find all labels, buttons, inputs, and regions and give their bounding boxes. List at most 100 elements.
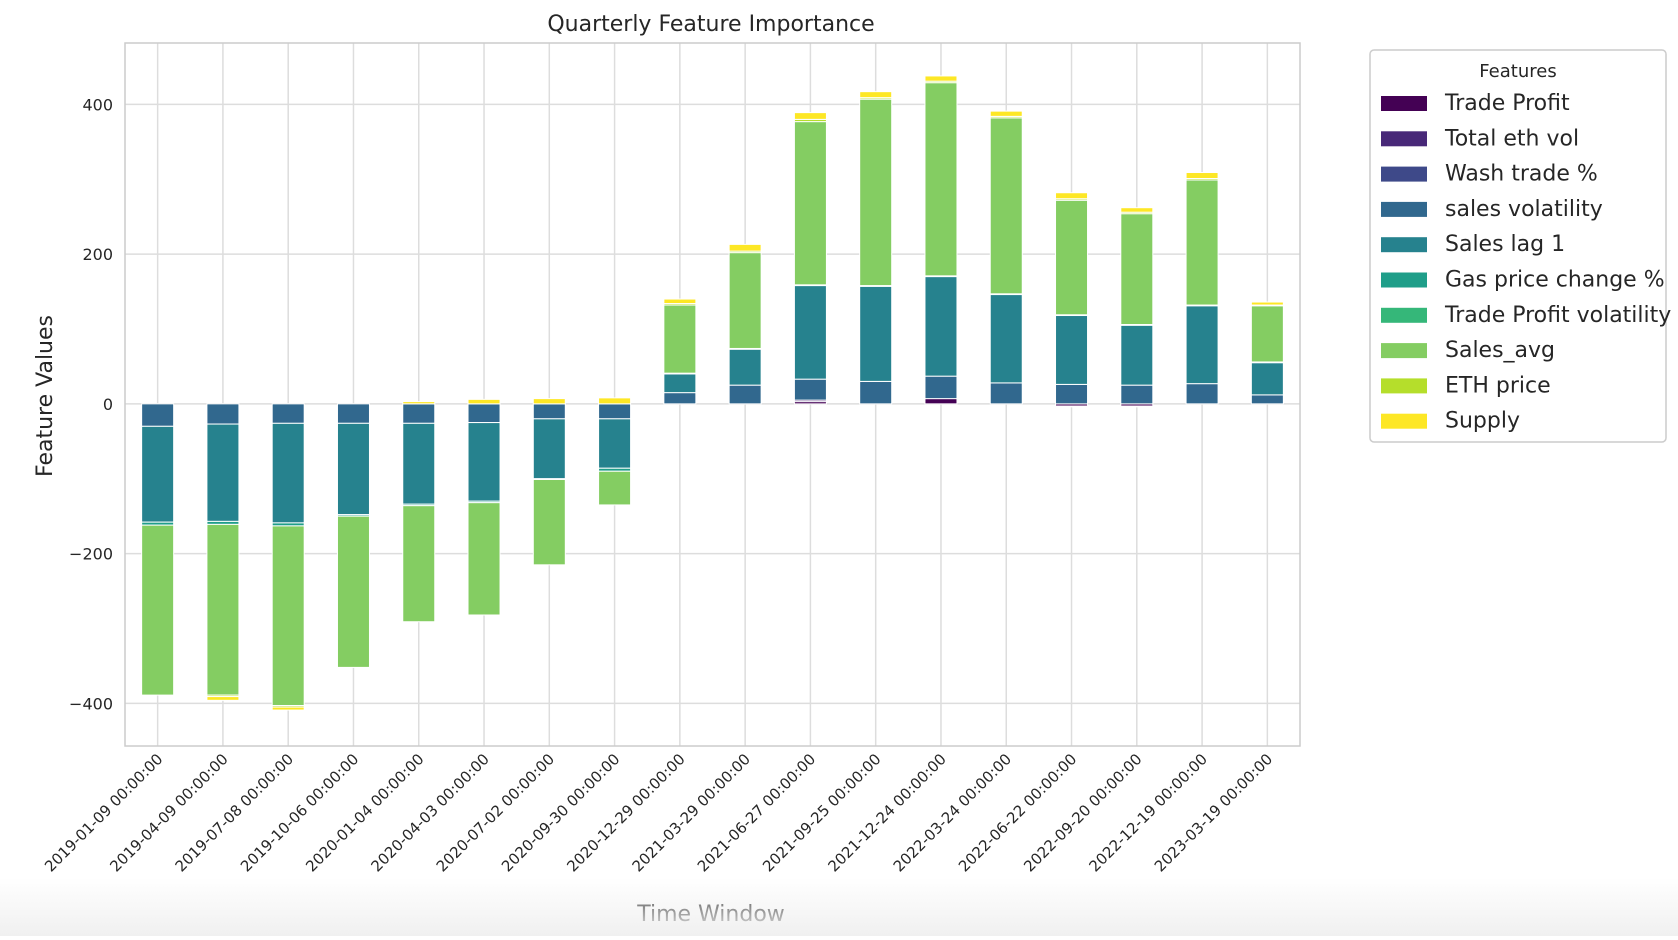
y-tick-label: 400 xyxy=(82,95,113,114)
bar-segment-supply xyxy=(1185,172,1219,180)
x-tick-label: 2021-06-27 00:00:00 xyxy=(694,750,819,875)
bar-segment-sales-lag-1 xyxy=(271,422,305,524)
bar-segment-sales-avg xyxy=(859,98,893,287)
bar-segment-sales-volatility xyxy=(859,380,893,405)
bar-segment-sales-volatility xyxy=(532,403,566,420)
legend-swatch-trade-profit-volatility xyxy=(1381,307,1427,323)
x-tick-label: 2020-09-30 00:00:00 xyxy=(498,750,623,875)
legend-swatch-wash-trade xyxy=(1381,166,1427,182)
x-tick-label: 2020-07-02 00:00:00 xyxy=(433,750,558,875)
x-tick-label: 2021-12-24 00:00:00 xyxy=(824,750,949,875)
bar-segment-sales-volatility xyxy=(598,403,632,420)
y-axis-label: Feature Values xyxy=(33,315,58,477)
bar-segment-sales-volatility xyxy=(141,403,175,427)
bar-segment-supply xyxy=(1120,207,1154,213)
bar-segment-sales-lag-1 xyxy=(989,294,1023,384)
bar-segment-sales-avg xyxy=(1250,305,1284,363)
legend-label-trade-profit-volatility: Trade Profit volatility xyxy=(1444,303,1671,328)
legend-swatch-trade-profit xyxy=(1381,96,1427,111)
bar-segment-supply xyxy=(271,706,305,711)
bar-segment-supply xyxy=(206,696,240,701)
bar-segment-sales-lag-1 xyxy=(402,422,436,505)
bar-segment-sales-lag-1 xyxy=(1055,315,1089,385)
bar-segment-supply xyxy=(1250,301,1284,306)
legend-label-eth-price: ETH price xyxy=(1445,373,1551,398)
bar-segment-sales-volatility xyxy=(1120,384,1154,405)
x-tick-label: 2022-06-22 00:00:00 xyxy=(955,750,1080,875)
x-tick-label: 2022-09-20 00:00:00 xyxy=(1020,750,1145,875)
x-tick-label: 2023-03-19 00:00:00 xyxy=(1151,750,1276,875)
legend-swatch-gas-price-change xyxy=(1381,272,1427,288)
bar-segment-sales-volatility xyxy=(467,403,501,424)
bar-segment-supply xyxy=(924,75,958,82)
legend-swatch-supply xyxy=(1381,413,1427,429)
x-tick-label: 2020-04-03 00:00:00 xyxy=(367,750,492,875)
x-tick-label: 2020-01-04 00:00:00 xyxy=(302,750,427,875)
bar-segment-sales-lag-1 xyxy=(206,423,240,522)
bar-segment-sales-avg xyxy=(989,117,1023,295)
bar-segment-sales-lag-1 xyxy=(336,422,370,516)
x-tick-label: 2019-04-09 00:00:00 xyxy=(106,750,231,875)
bar-segment-sales-volatility xyxy=(402,403,436,424)
legend-label-sales-lag-1: Sales lag 1 xyxy=(1445,232,1565,257)
x-tick-label: 2021-03-29 00:00:00 xyxy=(629,750,754,875)
bar-segment-sales-volatility xyxy=(924,375,958,400)
bar-segment-sales-avg xyxy=(141,524,175,696)
bars xyxy=(141,75,1284,711)
bar-segment-sales-lag-1 xyxy=(728,348,762,386)
bar-segment-supply xyxy=(467,398,501,405)
bar-segment-supply xyxy=(402,401,436,405)
bar-segment-supply xyxy=(793,112,827,120)
bar-segment-supply xyxy=(1055,192,1089,200)
bar-segment-sales-lag-1 xyxy=(1120,324,1154,386)
bar-segment-supply xyxy=(728,243,762,252)
bar-segment-sales-avg xyxy=(1185,179,1219,306)
x-tick-label: 2020-12-29 00:00:00 xyxy=(563,750,688,875)
bar-segment-total-eth-vol xyxy=(1055,405,1089,408)
legend: Features Trade Profit Total eth vol Wash t… xyxy=(1369,49,1671,443)
bar-segment-supply xyxy=(859,91,893,99)
bar-segment-sales-volatility xyxy=(663,392,697,405)
bar-segment-sales-avg xyxy=(402,505,436,623)
legend-label-supply: Supply xyxy=(1445,409,1520,434)
y-tick-label: 200 xyxy=(82,245,113,264)
bar-segment-sales-avg xyxy=(336,515,370,668)
x-tick-label: 2019-10-06 00:00:00 xyxy=(237,750,362,875)
legend-swatch-total-eth-vol xyxy=(1381,131,1427,147)
bar-segment-sales-volatility xyxy=(793,378,827,401)
legend-swatch-sales-lag-1 xyxy=(1381,237,1427,253)
bar-segment-sales-volatility xyxy=(271,403,305,424)
legend-items: Trade Profit Total eth vol Wash trade % sal… xyxy=(1381,91,1671,434)
bar-segment-sales-volatility xyxy=(989,382,1023,405)
bar-segment-sales-avg xyxy=(793,121,827,286)
bar-segment-sales-avg xyxy=(467,502,501,616)
bar-segment-sales-volatility xyxy=(1250,394,1284,405)
y-tick-label: 0 xyxy=(103,395,113,414)
bar-segment-sales-lag-1 xyxy=(598,418,632,469)
bar-segment-sales-avg xyxy=(1055,199,1089,316)
x-tick-label: 2021-09-25 00:00:00 xyxy=(759,750,884,875)
plot-frame xyxy=(124,42,1301,747)
chart-title: Quarterly Feature Importance xyxy=(547,12,874,37)
bar-segment-sales-lag-1 xyxy=(1185,305,1219,385)
legend-label-gas-price-change: Gas price change % xyxy=(1445,268,1665,293)
legend-label-wash-trade: Wash trade % xyxy=(1445,162,1598,187)
bar-segment-sales-volatility xyxy=(206,403,240,425)
bar-segment-sales-avg xyxy=(206,523,240,696)
bar-segment-total-eth-vol xyxy=(1120,405,1154,408)
bar-segment-supply xyxy=(598,397,632,405)
bar-segment-sales-lag-1 xyxy=(924,276,958,377)
legend-title: Features xyxy=(1479,61,1556,82)
bar-segment-sales-lag-1 xyxy=(663,373,697,394)
bar-segment-sales-lag-1 xyxy=(793,285,827,380)
bar-segment-sales-avg xyxy=(271,525,305,707)
bar-segment-sales-avg xyxy=(1120,213,1154,325)
bar-segment-supply xyxy=(663,298,697,305)
bar-segment-sales-lag-1 xyxy=(859,285,893,382)
bar-segment-sales-volatility xyxy=(336,403,370,424)
legend-label-total-eth-vol: Total eth vol xyxy=(1444,126,1579,151)
legend-label-sales-avg: Sales_avg xyxy=(1445,338,1555,363)
x-axis-label: Time Window xyxy=(636,902,785,927)
